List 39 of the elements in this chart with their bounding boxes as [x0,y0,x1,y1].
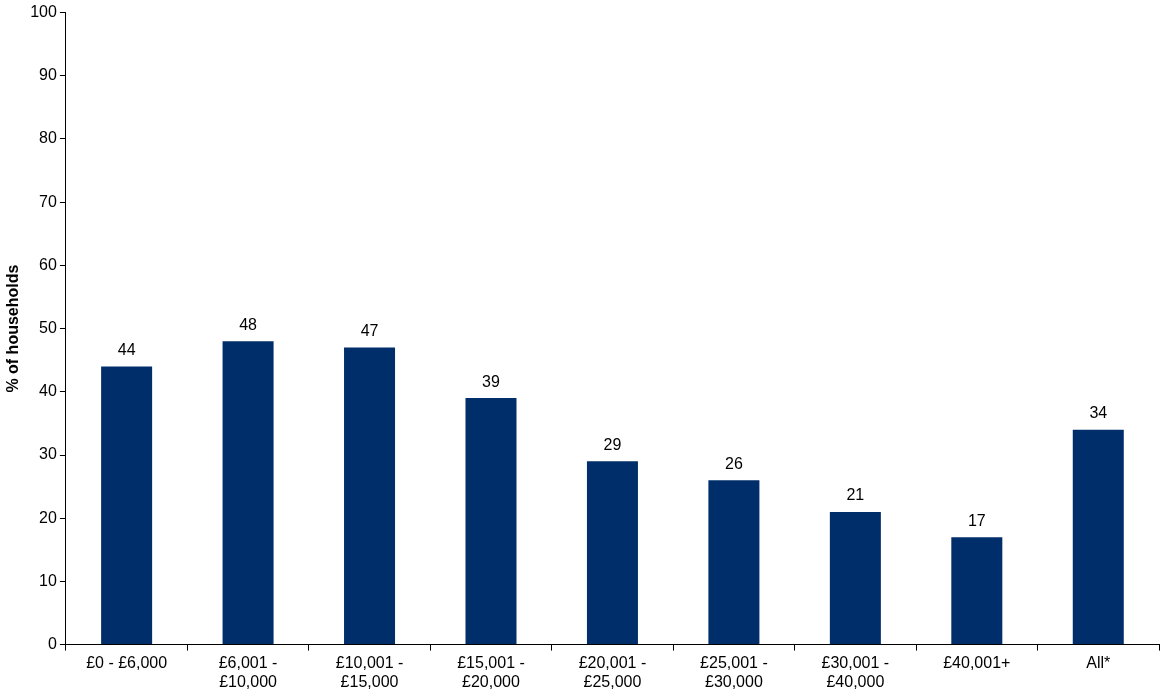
x-tick-label: £20,001 - £25,000 [578,653,647,690]
y-tick-label: 90 [39,66,57,84]
data-label: 26 [725,454,743,472]
data-label: 39 [482,372,500,390]
x-tick-label: £25,001 - £30,000 [700,653,768,690]
bar [586,461,638,645]
y-tick-label: 70 [39,192,57,210]
y-tick-label: 50 [39,319,57,337]
x-tick-label: £0 - £6,000 [86,653,168,671]
data-label: 21 [846,486,865,504]
bar [951,537,1003,645]
y-tick-label: 80 [39,129,57,147]
data-label: 44 [117,340,136,358]
bar [829,511,881,645]
x-tick-label: £15,001 - £20,000 [457,653,525,690]
y-tick-label: 0 [47,635,57,653]
y-tick-label: 100 [30,3,57,21]
bar [344,347,396,645]
bar [222,341,274,645]
bar [708,480,760,645]
bar [1072,429,1124,645]
x-tick-label: All* [1086,653,1111,671]
y-tick-label: 40 [39,382,57,400]
y-tick-label: 20 [39,508,57,526]
data-label: 17 [967,511,986,529]
y-tick-label: 30 [39,445,57,463]
data-label: 48 [239,315,258,333]
data-label: 29 [603,435,622,453]
y-tick-label: 60 [39,255,57,273]
data-label: 47 [360,321,379,339]
y-tick-label: 10 [39,571,57,589]
bar [465,398,517,645]
x-tick-label: £6,001 - £10,000 [218,653,278,690]
bar [101,366,153,645]
y-axis-title: % of households [4,264,22,393]
data-label: 34 [1089,404,1108,422]
x-tick-label: £10,001 - £15,000 [335,653,404,690]
x-tick-label: £30,001 - £40,000 [821,653,890,690]
x-tick-label: £40,001+ [943,653,1011,671]
